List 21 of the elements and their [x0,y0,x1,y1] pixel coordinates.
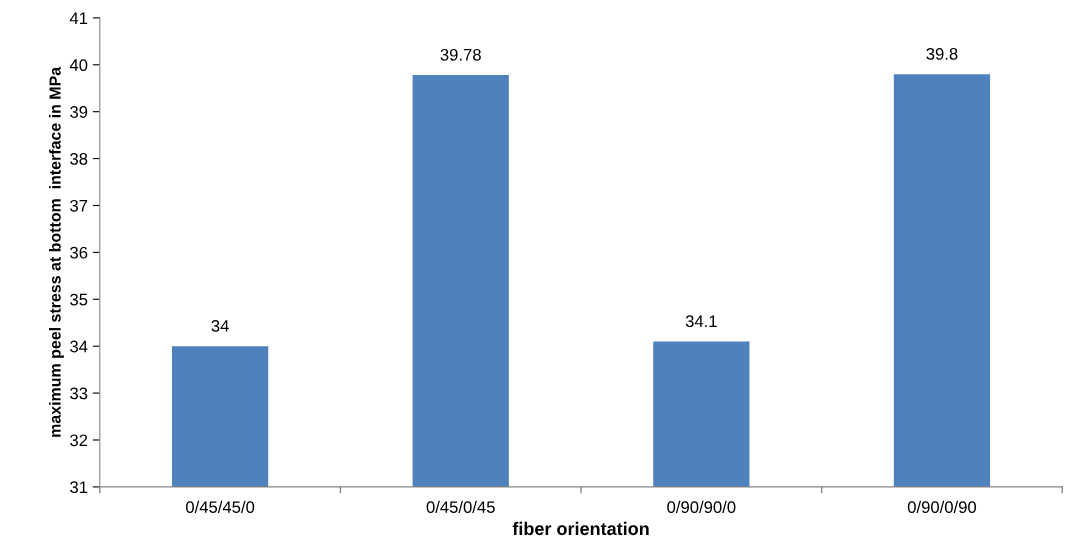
x-axis-title: fiber orientation [512,521,649,536]
y-tick-label: 39 [70,106,88,118]
y-tick-label: 35 [70,293,88,306]
x-tick-label: 0/90/90/0 [667,500,736,514]
y-axis-title: maximum peel stress at bottom interface in MPa [49,66,64,437]
y-tick-label: 32 [70,434,88,447]
x-tick-label: 0/45/45/0 [186,500,255,514]
y-tick-label: 33 [70,387,88,400]
data-label: 39.8 [926,47,958,60]
data-label: 34 [211,319,229,332]
y-tick-label: 40 [69,59,88,71]
y-tick-label: 36 [70,246,88,259]
x-tick-label: 0/90/0/90 [907,500,977,514]
y-tick-label: 31 [70,481,88,494]
y-tick-label: 34 [70,340,88,353]
y-tick-label: 41 [69,12,88,24]
y-tick-label: 38 [70,152,88,165]
y-tick-label: 37 [70,199,88,212]
data-label: 39.78 [440,48,481,61]
x-tick-label: 0/45/0/45 [426,500,495,514]
data-label: 34.1 [685,315,717,328]
